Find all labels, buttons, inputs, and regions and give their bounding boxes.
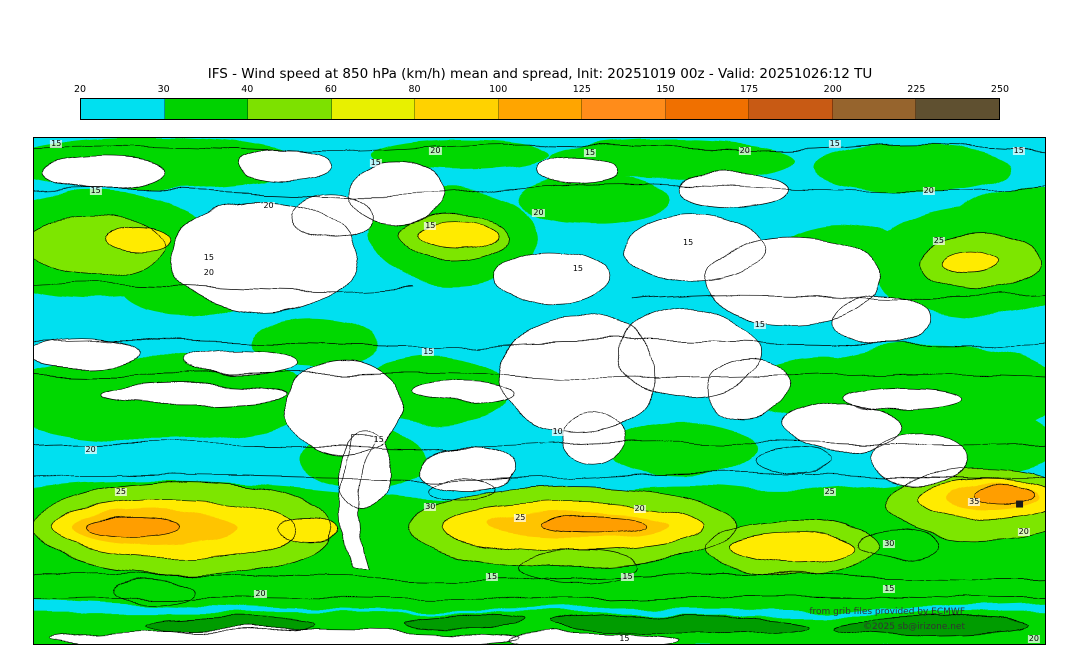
colorbar-segment [331, 99, 416, 119]
colorbar-tick-label: 100 [489, 84, 508, 95]
colorbar-tick-label: 20 [73, 84, 87, 95]
colorbar-segment [665, 99, 750, 119]
attribution-source: from grib files provided by ECMWF [809, 606, 965, 617]
colorbar-tick-label: 150 [656, 84, 675, 95]
colorbar-tick-label: 40 [241, 84, 254, 95]
attribution: from grib files provided by ECMWF ©2025 … [809, 605, 965, 637]
colorbar-segment [832, 99, 917, 119]
attribution-copyright: ©2025 sb@irizone.net [863, 622, 965, 633]
colorbar-tick-label: 225 [907, 84, 926, 95]
world-wind-map: 15 20 15 20 15 15 15 15 20 20 20 15 25 15 15 20 15 15 15 10… [33, 137, 1046, 645]
colorbar: 20 30 40 60 80 100 125 150 175 200 225 250 [74, 84, 1009, 120]
chart-title: IFS - Wind speed at 850 hPa (km/h) mean … [207, 66, 873, 82]
colorbar-tick-labels: 20 30 40 60 80 100 125 150 175 200 225 250 [74, 84, 1009, 97]
colorbar-segment [582, 99, 666, 119]
map-svg [34, 138, 1045, 644]
colorbar-tick-label: 175 [740, 84, 759, 95]
extreme-wind-spot [1016, 500, 1024, 508]
colorbar-segment [749, 99, 833, 119]
colorbar-segment [248, 99, 332, 119]
colorbar-segment [916, 99, 1000, 119]
colorbar-tick-label: 250 [990, 84, 1010, 95]
colorbar-segment [415, 99, 499, 119]
colorbar-tick-label: 125 [572, 84, 591, 95]
colorbar-tick-label: 30 [157, 84, 170, 95]
colorbar-segment [81, 99, 165, 119]
colorbar-tick-label: 60 [324, 84, 337, 95]
colorbar-tick-label: 200 [823, 84, 842, 95]
colorbar-segment [164, 99, 249, 119]
colorbar-segment [498, 99, 583, 119]
colorbar-tick-label: 80 [408, 84, 421, 95]
colorbar-gradient-bar [80, 98, 1000, 120]
